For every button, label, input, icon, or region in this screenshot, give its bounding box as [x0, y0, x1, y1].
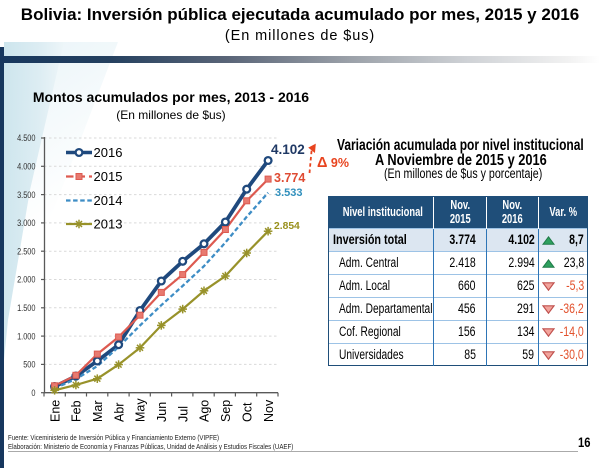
svg-text:Nov: Nov	[262, 399, 276, 422]
svg-text:1.000: 1.000	[17, 331, 35, 341]
svg-text:2013: 2013	[94, 217, 123, 232]
svg-text:May: May	[134, 398, 148, 422]
svg-text:3.000: 3.000	[17, 218, 35, 228]
svg-text:Ago: Ago	[198, 400, 212, 422]
svg-text:2.000: 2.000	[17, 275, 35, 285]
svg-text:Sep: Sep	[219, 400, 233, 422]
svg-text:Mar: Mar	[91, 400, 105, 422]
svg-text:1.500: 1.500	[17, 303, 35, 313]
svg-text:2015: 2015	[94, 169, 123, 184]
svg-text:Feb: Feb	[70, 400, 84, 422]
svg-text:Jun: Jun	[155, 402, 169, 422]
svg-text:500: 500	[23, 360, 35, 370]
svg-text:Jul: Jul	[176, 406, 190, 422]
svg-text:Oct: Oct	[240, 402, 254, 422]
svg-text:2.500: 2.500	[17, 246, 35, 256]
svg-text:0: 0	[31, 388, 35, 398]
svg-text:3.500: 3.500	[17, 190, 35, 200]
svg-text:2014: 2014	[94, 193, 123, 208]
svg-text:2016: 2016	[94, 145, 123, 160]
svg-text:Abr: Abr	[112, 403, 126, 422]
svg-text:Ene: Ene	[48, 400, 62, 422]
svg-text:4.500: 4.500	[17, 133, 35, 143]
svg-text:4.000: 4.000	[17, 162, 35, 172]
